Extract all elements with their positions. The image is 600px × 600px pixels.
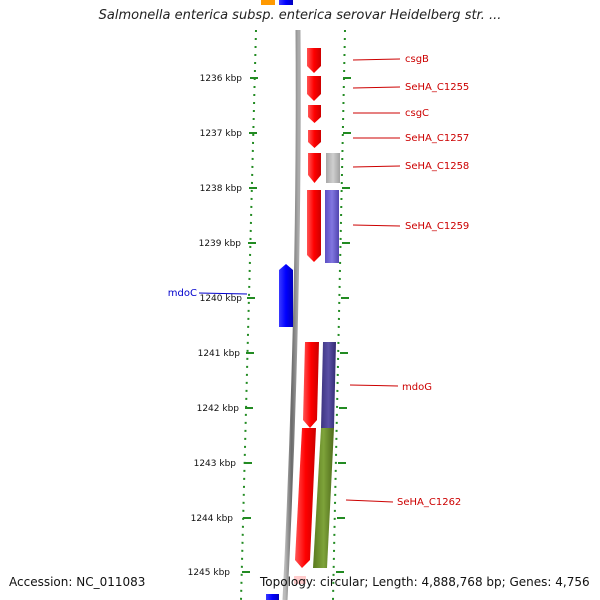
gene-arrow-SeHA_C1258[interactable] [308,153,321,183]
ruler-labels: 1236 kbp 1237 kbp 1238 kbp 1239 kbp 1240… [188,74,243,578]
bottom-blue-feature[interactable] [266,594,279,600]
gene-label-mdoC[interactable]: mdoC [168,288,197,299]
inner-tick-guide [333,30,345,600]
gene-label-csgC[interactable]: csgC [405,108,429,119]
top-blue-feature[interactable] [279,0,293,5]
gene-arrow-SeHA_C1257[interactable] [308,130,321,148]
topology-text: Topology: circular; Length: 4,888,768 bp… [260,575,590,589]
ruler-label: 1237 kbp [200,129,243,139]
cog-bar-purple[interactable] [325,190,339,263]
ruler-label: 1241 kbp [198,349,241,359]
gene-label-mdoG[interactable]: mdoG [402,382,432,393]
ruler-label: 1240 kbp [200,294,243,304]
gene-arrow-csgC[interactable] [308,105,321,123]
outer-tick-guide [241,30,256,600]
ruler-ticks-outer [242,78,258,572]
ruler-label: 1239 kbp [199,239,242,249]
gene-label-SeHA_C1257[interactable]: SeHA_C1257 [405,133,469,144]
gene-arrow-mdoC[interactable] [279,264,293,327]
gene-label-SeHA_C1259[interactable]: SeHA_C1259 [405,221,469,232]
ruler-label: 1242 kbp [197,404,240,414]
ruler-label: 1243 kbp [194,459,237,469]
gene-labels: csgB SeHA_C1255 csgC SeHA_C1257 SeHA_C12… [168,54,470,508]
leader-line [346,500,393,502]
gene-arrow-csgB[interactable] [307,48,321,73]
leader-line [353,166,400,167]
ruler-label: 1244 kbp [191,514,234,524]
leader-line [353,225,400,226]
ruler-label: 1245 kbp [188,568,231,578]
genome-map[interactable]: 1236 kbp 1237 kbp 1238 kbp 1239 kbp 1240… [0,0,600,600]
cog-bar-dark[interactable] [321,342,336,428]
leader-line [350,385,398,386]
gene-label-SeHA_C1258[interactable]: SeHA_C1258 [405,161,469,172]
gene-label-SeHA_C1255[interactable]: SeHA_C1255 [405,82,469,93]
gene-arrow-SeHA_C1259[interactable] [307,190,321,262]
gene-arrow-SeHA_C1262[interactable] [295,428,316,568]
gene-arrow-SeHA_C1255[interactable] [307,76,321,101]
ruler-label: 1236 kbp [200,74,243,84]
cog-bar-olive[interactable] [313,428,334,568]
genome-map-viewer[interactable]: Salmonella enterica subsp. enterica sero… [0,0,600,600]
gene-label-SeHA_C1262[interactable]: SeHA_C1262 [397,497,461,508]
leader-line [353,87,400,88]
gene-label-csgB[interactable]: csgB [405,54,429,65]
accession-text: Accession: NC_011083 [9,575,145,589]
ruler-label: 1238 kbp [200,184,243,194]
leader-line [353,59,400,60]
cog-bar-gray[interactable] [326,153,340,183]
ruler-ticks-inner [336,78,351,572]
top-orange-feature[interactable] [261,0,275,5]
gene-arrow-mdoG[interactable] [303,342,319,428]
